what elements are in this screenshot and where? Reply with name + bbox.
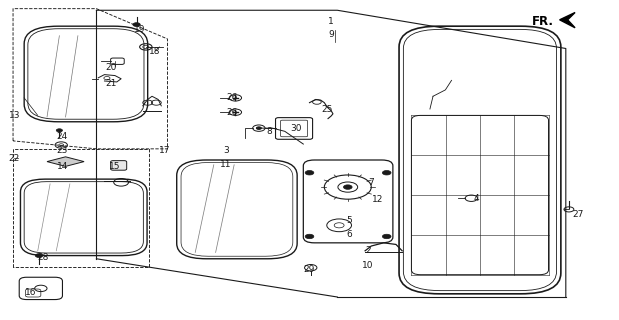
- Text: 12: 12: [372, 195, 383, 204]
- Text: 18: 18: [149, 47, 161, 56]
- Text: 16: 16: [25, 288, 36, 297]
- Text: 5: 5: [347, 216, 352, 225]
- Text: 6: 6: [347, 230, 352, 239]
- Text: 2: 2: [365, 246, 371, 255]
- Circle shape: [133, 23, 141, 27]
- Text: 14: 14: [57, 162, 68, 171]
- Circle shape: [35, 254, 43, 258]
- Circle shape: [305, 234, 314, 239]
- Text: 10: 10: [362, 261, 374, 270]
- Text: 3: 3: [223, 146, 229, 155]
- Text: 29: 29: [304, 265, 315, 275]
- Text: 17: 17: [158, 146, 170, 155]
- Text: 28: 28: [37, 253, 48, 262]
- FancyBboxPatch shape: [111, 161, 127, 170]
- Text: 27: 27: [573, 210, 584, 219]
- Circle shape: [256, 127, 261, 129]
- Circle shape: [56, 129, 63, 132]
- Text: 21: 21: [105, 79, 116, 88]
- Circle shape: [383, 171, 391, 175]
- Text: 23: 23: [57, 146, 68, 155]
- Text: 26: 26: [227, 108, 238, 117]
- Text: 20: 20: [105, 63, 116, 72]
- Text: 8: 8: [267, 127, 272, 136]
- Text: 30: 30: [290, 124, 301, 132]
- Text: 19: 19: [134, 25, 145, 34]
- Text: 1: 1: [328, 17, 334, 26]
- Polygon shape: [560, 12, 575, 28]
- Text: 4: 4: [474, 194, 479, 203]
- Text: 15: 15: [109, 162, 121, 171]
- Text: 7: 7: [368, 178, 374, 187]
- Text: 22: 22: [9, 154, 20, 163]
- Circle shape: [344, 185, 352, 189]
- Text: 25: 25: [321, 105, 332, 114]
- Circle shape: [383, 234, 391, 239]
- Text: 26: 26: [227, 93, 238, 102]
- Polygon shape: [47, 157, 84, 166]
- Text: 9: 9: [328, 30, 334, 39]
- Circle shape: [305, 171, 314, 175]
- Text: FR.: FR.: [532, 15, 554, 28]
- Text: 24: 24: [57, 132, 68, 140]
- Text: 11: 11: [220, 160, 232, 169]
- Text: 13: 13: [9, 111, 20, 120]
